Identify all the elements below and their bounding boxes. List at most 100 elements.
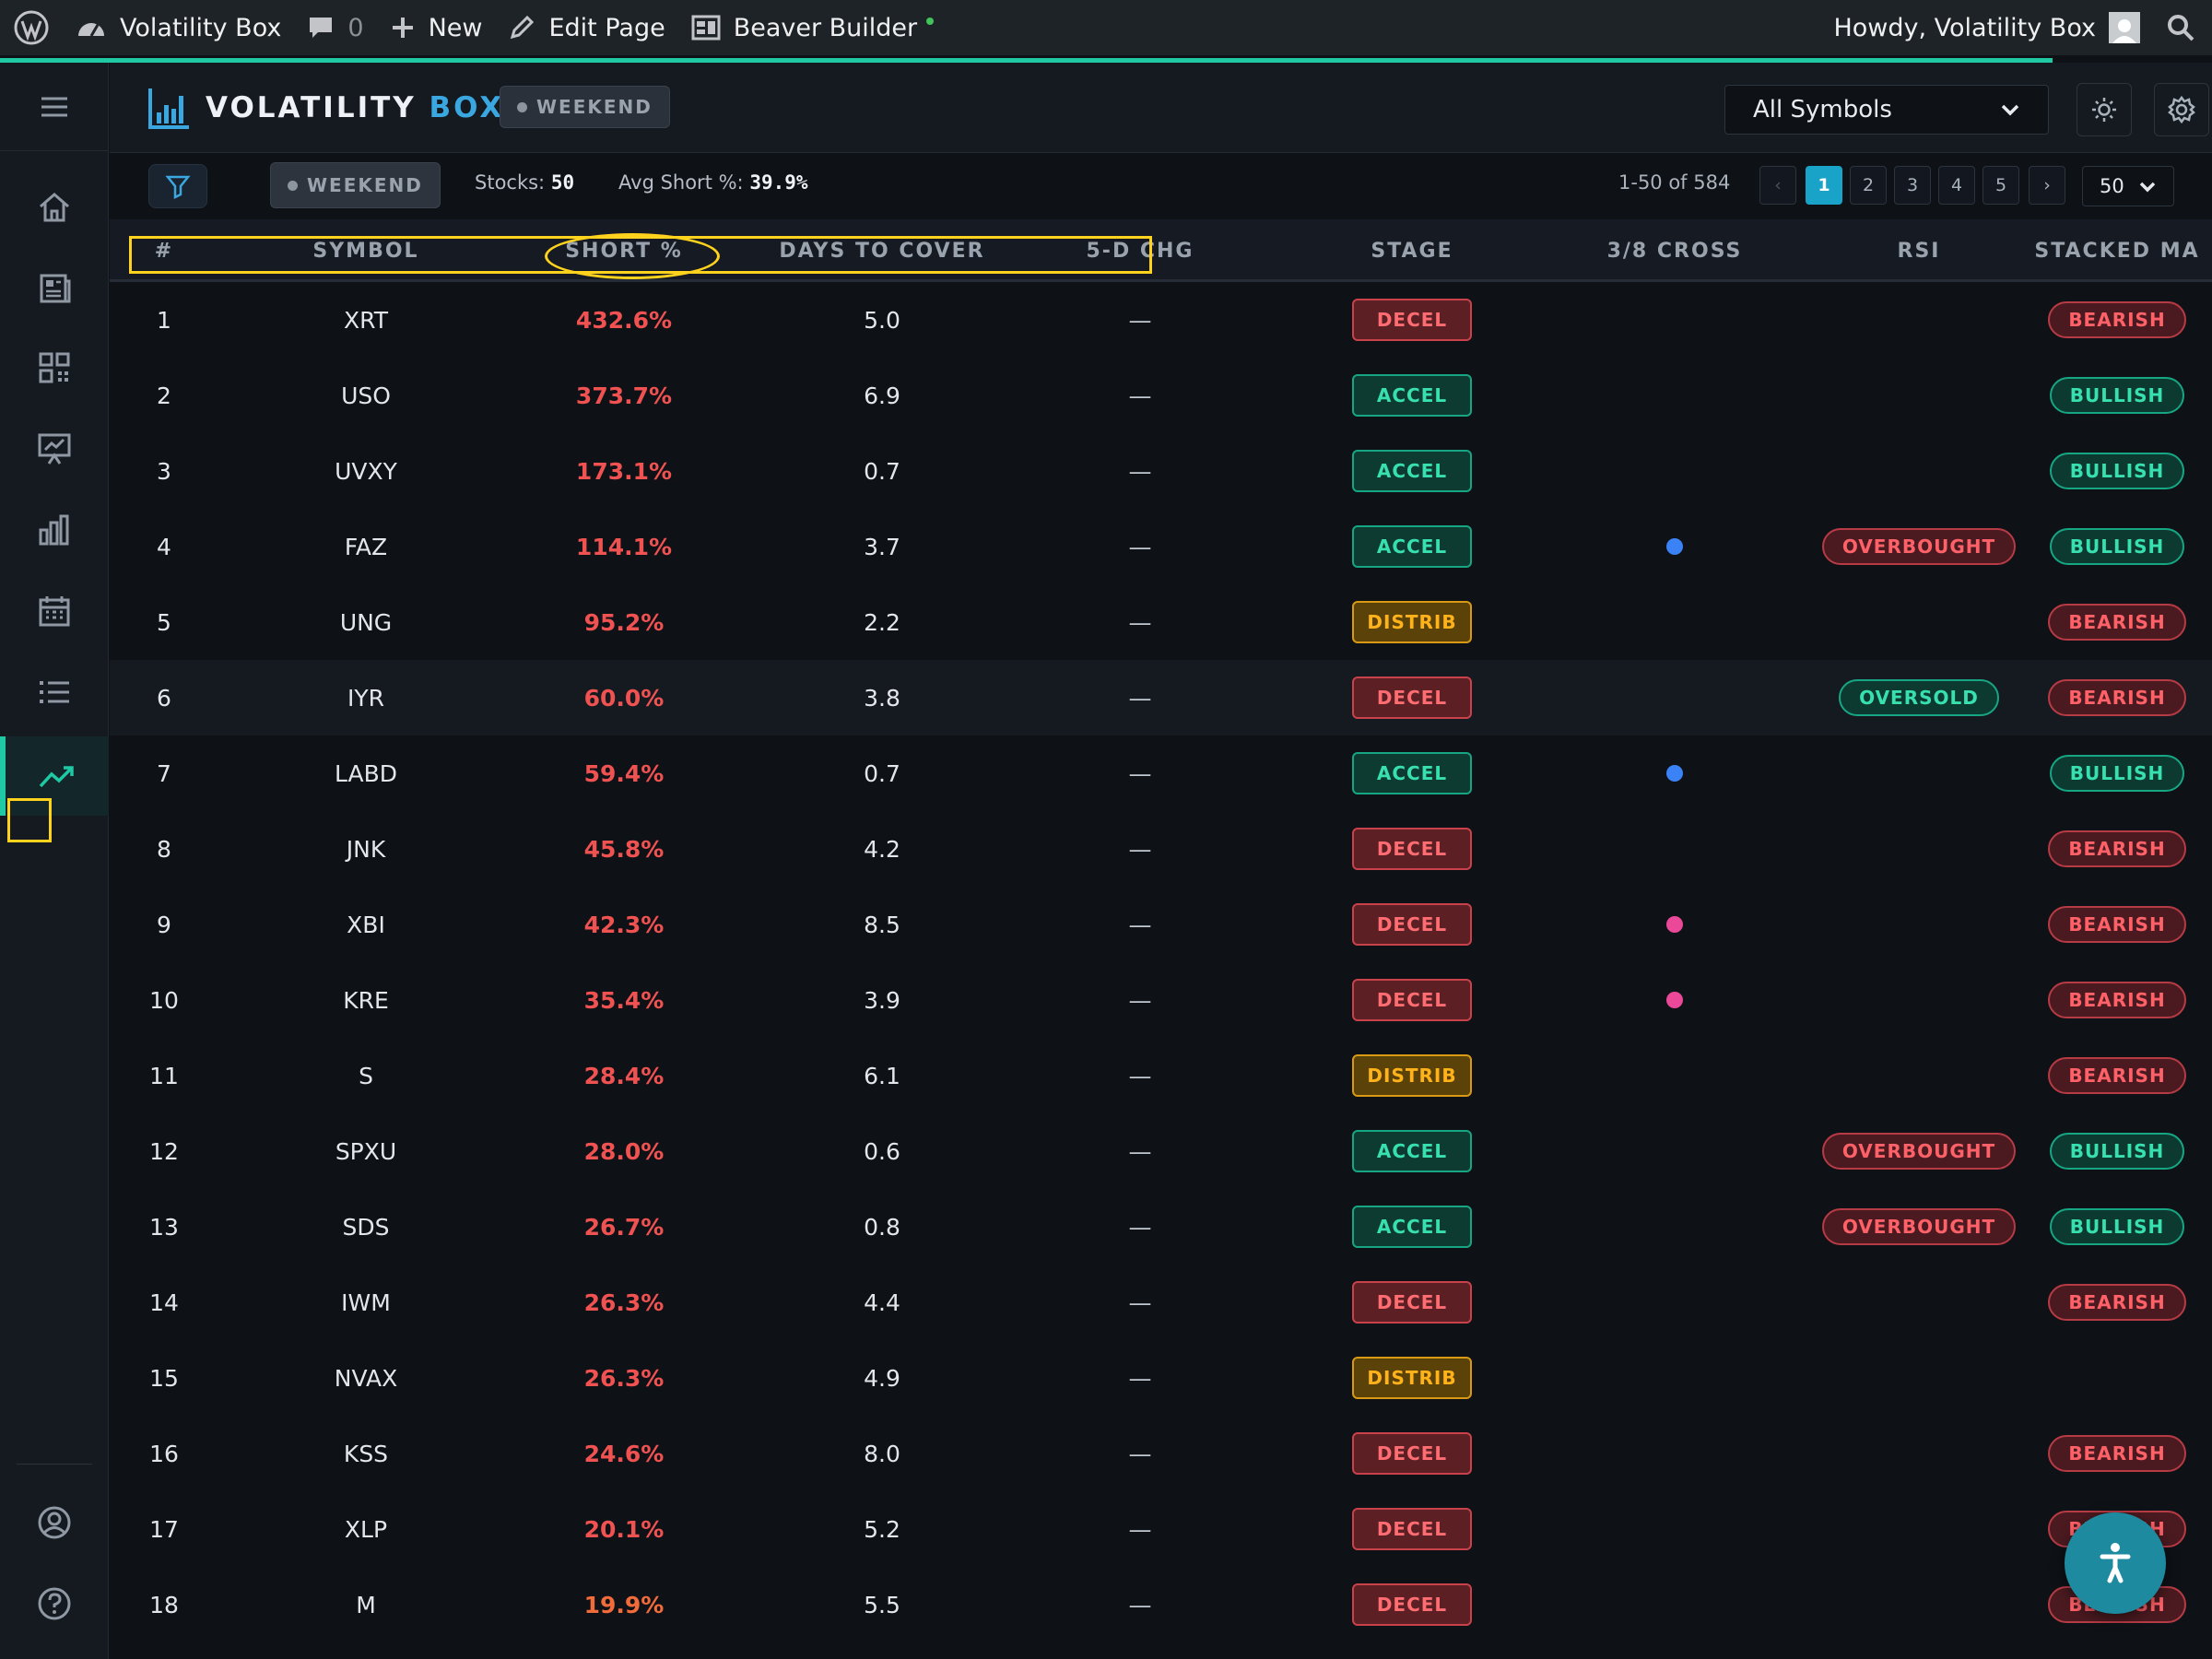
table-row[interactable]: 1 XRT 432.6% 5.0 — DECEL BEARISH <box>110 282 2212 358</box>
edit-page-menu[interactable]: Edit Page <box>495 0 677 55</box>
table-row[interactable]: 12 SPXU 28.0% 0.6 — ACCEL OVERBOUGHT BULLISH <box>110 1113 2212 1189</box>
stage-badge: ACCEL <box>1352 752 1472 794</box>
table-row[interactable]: 2 USO 373.7% 6.9 — ACCEL BULLISH <box>110 358 2212 433</box>
table-row[interactable]: 11 S 28.4% 6.1 — DISTRIB BEARISH <box>110 1038 2212 1113</box>
table-row[interactable]: 16 KSS 24.6% 8.0 — DECEL BEARISH <box>110 1416 2212 1491</box>
cell-cross <box>1536 1416 1813 1491</box>
cell-dtc: 5.5 <box>864 1591 900 1618</box>
theme-toggle-button[interactable] <box>2077 83 2132 136</box>
site-name-menu[interactable]: Volatility Box <box>63 0 294 55</box>
stage-badge: ACCEL <box>1352 450 1472 492</box>
column-header-cross[interactable]: 3/8 CROSS <box>1606 239 1743 263</box>
cell-stage: DISTRIB <box>1288 1038 1536 1113</box>
cell-cross <box>1536 660 1813 735</box>
sidebar-item-calendar[interactable] <box>0 571 109 651</box>
wp-logo-menu[interactable] <box>0 0 63 55</box>
table-row[interactable]: 4 FAZ 114.1% 3.7 — ACCEL OVERBOUGHT BULLISH <box>110 509 2212 584</box>
column-header-rsi[interactable]: RSI <box>1897 239 1941 263</box>
beaver-builder-menu[interactable]: Beaver Builder <box>678 0 947 55</box>
column-header-stage[interactable]: STAGE <box>1371 239 1453 263</box>
sidebar-item-help[interactable] <box>0 1564 109 1643</box>
plus-icon <box>390 15 416 41</box>
table-row[interactable]: 7 LABD 59.4% 0.7 — ACCEL BULLISH <box>110 735 2212 811</box>
column-header-symbol[interactable]: SYMBOL <box>312 239 419 263</box>
chevron-down-icon <box>2001 104 2019 116</box>
column-header-5d-change[interactable]: 5-D CHG <box>1086 239 1194 263</box>
cell-cross <box>1536 1340 1813 1416</box>
table-row[interactable]: 5 UNG 95.2% 2.2 — DISTRIB BEARISH <box>110 584 2212 660</box>
table-row[interactable]: 13 SDS 26.7% 0.8 — ACCEL OVERBOUGHT BULLISH <box>110 1189 2212 1265</box>
cell-stage: DECEL <box>1288 887 1536 962</box>
calendar-icon <box>39 596 70 627</box>
cell-rsi <box>1813 584 2025 660</box>
page-button-1[interactable]: 1 <box>1806 166 1842 205</box>
beaver-builder-label: Beaver Builder <box>733 13 918 42</box>
cell-rsi <box>1813 811 2025 887</box>
cell-stage: DECEL <box>1288 660 1536 735</box>
page-button-2[interactable]: 2 <box>1850 166 1887 205</box>
column-header-rank[interactable]: # <box>154 239 174 263</box>
page-button-5[interactable]: 5 <box>1983 166 2019 205</box>
cell-cross <box>1536 1038 1813 1113</box>
stacked-ma-badge: BEARISH <box>2048 1057 2186 1094</box>
cell-cross <box>1536 811 1813 887</box>
sidebar-item-charts[interactable] <box>0 490 109 570</box>
table-row[interactable]: 8 JNK 45.8% 4.2 — DECEL BEARISH <box>110 811 2212 887</box>
sidebar-divider <box>17 1464 92 1465</box>
cell-rank: 7 <box>157 759 171 787</box>
admin-bar-search[interactable] <box>2153 0 2212 55</box>
stage-badge: ACCEL <box>1352 1130 1472 1172</box>
session-dot <box>517 101 527 112</box>
cell-chg: — <box>1128 533 1152 560</box>
stage-badge: ACCEL <box>1352 525 1472 568</box>
table-row[interactable]: 14 IWM 26.3% 4.4 — DECEL BEARISH <box>110 1265 2212 1340</box>
page-next-button[interactable]: › <box>2029 166 2065 205</box>
sidebar-item-lists[interactable] <box>0 653 109 732</box>
page-button-4[interactable]: 4 <box>1938 166 1975 205</box>
page-button-3[interactable]: 3 <box>1894 166 1931 205</box>
cell-short-pct: 28.0% <box>583 1137 665 1165</box>
cell-dtc: 0.8 <box>864 1213 900 1241</box>
symbol-filter-select[interactable]: All Symbols <box>1724 85 2049 135</box>
sidebar-item-scanner[interactable] <box>0 328 109 407</box>
cell-symbol: NVAX <box>334 1364 398 1392</box>
table-row[interactable]: 6 IYR 60.0% 3.8 — DECEL OVERSOLD BEARISH <box>110 660 2212 735</box>
table-row[interactable]: 3 UVXY 173.1% 0.7 — ACCEL BULLISH <box>110 433 2212 509</box>
accessibility-button[interactable] <box>2065 1512 2166 1614</box>
table-row[interactable]: 15 NVAX 26.3% 4.9 — DISTRIB <box>110 1340 2212 1416</box>
table-row[interactable]: 10 KRE 35.4% 3.9 — DECEL BEARISH <box>110 962 2212 1038</box>
stacked-ma-badge: BULLISH <box>2049 755 2185 792</box>
sidebar-item-short-interest[interactable] <box>0 736 109 816</box>
page-prev-button[interactable]: ‹ <box>1759 166 1796 205</box>
cell-stage: ACCEL <box>1288 1113 1536 1189</box>
table-row[interactable]: 9 XBI 42.3% 8.5 — DECEL BEARISH <box>110 887 2212 962</box>
menu-toggle[interactable] <box>0 63 109 151</box>
cell-short-pct: 19.9% <box>583 1591 665 1618</box>
settings-button[interactable] <box>2154 83 2209 136</box>
qr-grid-icon <box>39 352 70 383</box>
comments-count: 0 <box>347 13 364 42</box>
cell-short-pct: 373.7% <box>575 382 673 409</box>
cell-stage: ACCEL <box>1288 509 1536 584</box>
symbol-filter-value: All Symbols <box>1753 96 1892 124</box>
cell-cross <box>1536 1491 1813 1567</box>
new-content-menu[interactable]: New <box>377 0 496 55</box>
annotation-sidebar-box <box>7 798 52 842</box>
filter-button[interactable] <box>148 164 207 208</box>
sidebar-item-presentation[interactable] <box>0 409 109 488</box>
comments-menu[interactable]: 0 <box>294 0 376 55</box>
sidebar-item-news[interactable] <box>0 249 109 328</box>
cell-rank: 1 <box>157 306 171 334</box>
my-account-menu[interactable]: Howdy, Volatility Box <box>1820 0 2153 55</box>
per-page-select[interactable]: 50 <box>2082 166 2174 206</box>
cell-symbol: UNG <box>339 608 393 636</box>
column-header-stacked-ma[interactable]: STACKED MA <box>2034 239 2200 263</box>
volatility-box-logo[interactable]: VOLATILITY BOX <box>147 85 504 131</box>
cell-rsi <box>1813 282 2025 358</box>
cell-rank: 14 <box>149 1288 179 1316</box>
column-header-days-to-cover[interactable]: DAYS TO COVER <box>779 239 985 263</box>
sidebar-item-home[interactable] <box>0 168 109 247</box>
sidebar-item-account[interactable] <box>0 1483 109 1562</box>
